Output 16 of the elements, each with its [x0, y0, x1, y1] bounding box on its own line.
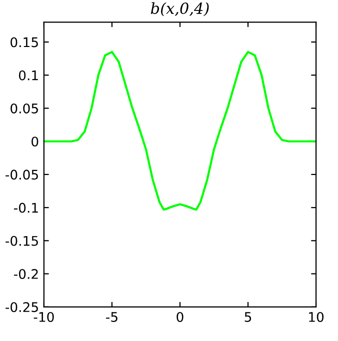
chart-title: b(x,0,4)	[150, 2, 209, 16]
y-tick-label: -0.05	[6, 170, 38, 180]
x-tick-label: 0	[176, 312, 184, 322]
y-tick-label: 0.1	[18, 70, 38, 80]
y-tick-label: -0.2	[14, 269, 38, 279]
x-tick-label: -5	[106, 312, 118, 322]
y-tick-label: -0.25	[6, 302, 38, 312]
x-tick-label: 5	[244, 312, 252, 322]
x-tick-label: -10	[34, 312, 54, 322]
y-tick-label: 0	[32, 136, 38, 147]
x-tick-label: 10	[309, 312, 324, 322]
y-tick-label: -0.15	[6, 236, 38, 246]
y-tick-label: 0.05	[10, 103, 38, 114]
y-tick-label: 0.15	[10, 37, 38, 48]
line-series	[44, 50, 316, 211]
y-tick-label: -0.1	[14, 202, 38, 213]
